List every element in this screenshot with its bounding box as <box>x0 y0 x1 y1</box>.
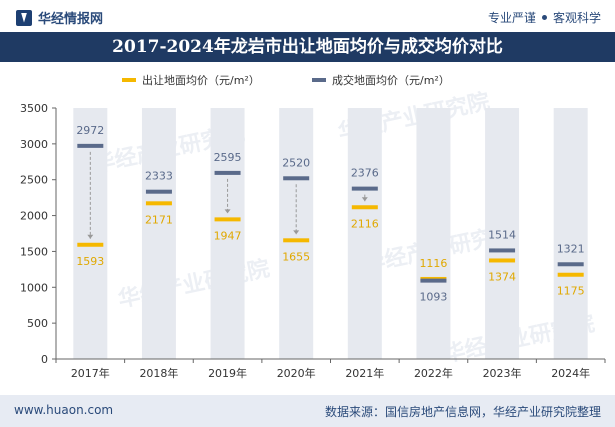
label-a-1: 2171 <box>145 213 173 226</box>
label-b-5: 1093 <box>419 291 447 304</box>
y-tick-label-5: 2500 <box>20 174 48 187</box>
legend-swatch-1 <box>312 78 326 82</box>
legend-swatch-0 <box>122 78 136 82</box>
x-tick-label-6: 2023年 <box>483 366 522 380</box>
label-b-2: 2595 <box>214 151 242 164</box>
column-bg-1 <box>141 108 176 359</box>
column-bg-7 <box>553 108 588 359</box>
y-tick-label-7: 3500 <box>20 102 48 115</box>
label-a-3: 1655 <box>282 250 310 263</box>
y-tick-label-2: 1000 <box>20 281 48 294</box>
y-tick-label-0: 0 <box>41 353 48 366</box>
y-tick-label-6: 3000 <box>20 138 48 151</box>
x-tick-label-2: 2019年 <box>208 366 247 380</box>
label-b-0: 2972 <box>76 124 104 137</box>
tagline: 专业严谨 客观科学 <box>488 9 601 26</box>
marker-a-0 <box>77 242 104 247</box>
marker-a-6 <box>489 258 516 263</box>
label-a-5: 1116 <box>419 257 447 270</box>
legend-label-1: 成交地面均价（元/m²） <box>332 73 450 87</box>
watermark-3: 华经产业研究院 <box>116 255 272 312</box>
tagline-right: 客观科学 <box>552 11 601 25</box>
connector-arrow-4 <box>361 197 368 202</box>
marker-b-1 <box>145 189 172 194</box>
x-tick-label-3: 2020年 <box>277 366 316 380</box>
x-tick-label-1: 2018年 <box>139 366 178 380</box>
label-b-7: 1321 <box>557 242 585 255</box>
y-tick-label-4: 2000 <box>20 210 48 223</box>
chart-title: 2017-2024年龙岩市出让地面均价与成交均价对比 <box>0 32 615 62</box>
marker-b-5 <box>420 278 447 283</box>
legend-label-0: 出让地面均价（元/m²） <box>142 73 260 87</box>
y-tick-label-1: 500 <box>27 317 48 330</box>
chart: 出让地面均价（元/m²）成交地面均价（元/m²）华经产业研究院华经产业研究院华经… <box>20 73 606 380</box>
brand-name: 华经情报网 <box>38 12 104 27</box>
marker-b-2 <box>214 170 241 175</box>
column-bg-5 <box>416 108 451 359</box>
x-tick-label-5: 2022年 <box>414 366 453 380</box>
marker-b-6 <box>489 248 516 253</box>
label-a-4: 2116 <box>351 217 379 230</box>
label-a-0: 1593 <box>76 255 104 268</box>
marker-a-1 <box>145 201 172 206</box>
x-tick-label-7: 2024年 <box>551 366 590 380</box>
marker-a-2 <box>214 217 241 222</box>
marker-b-3 <box>283 176 310 181</box>
label-b-6: 1514 <box>488 228 516 241</box>
footer-url: www.huaon.com <box>14 403 114 417</box>
connector-arrow-0 <box>87 234 94 239</box>
column-bg-6 <box>485 108 520 359</box>
x-tick-label-4: 2021年 <box>345 366 384 380</box>
marker-a-4 <box>351 205 378 210</box>
column-bg-2 <box>210 108 245 359</box>
marker-b-0 <box>77 143 104 148</box>
top-bar: 华经情报网 专业严谨 客观科学 <box>0 0 615 32</box>
marker-b-4 <box>351 186 378 191</box>
marker-a-3 <box>283 238 310 243</box>
tagline-left: 专业严谨 <box>487 11 536 25</box>
marker-a-7 <box>557 272 584 277</box>
footer: www.huaon.com 数据来源：国信房地产信息网，华经产业研究院整理 <box>0 395 615 427</box>
label-a-6: 1374 <box>488 270 516 283</box>
footer-source: 数据来源：国信房地产信息网，华经产业研究院整理 <box>324 405 601 419</box>
brand: 华经情报网 <box>16 8 103 27</box>
label-b-3: 2520 <box>282 156 310 169</box>
connector-arrow-2 <box>224 209 231 214</box>
label-a-7: 1175 <box>557 285 585 298</box>
label-b-1: 2333 <box>145 170 173 183</box>
brand-logo-icon <box>16 9 32 26</box>
column-bg-4 <box>347 108 382 359</box>
label-b-4: 2376 <box>351 167 379 180</box>
y-tick-label-3: 1500 <box>20 245 48 258</box>
label-a-2: 1947 <box>214 229 242 242</box>
dot-icon <box>541 15 547 20</box>
connector-arrow-3 <box>293 230 300 235</box>
marker-b-7 <box>557 262 584 267</box>
x-tick-label-0: 2017年 <box>71 366 110 380</box>
